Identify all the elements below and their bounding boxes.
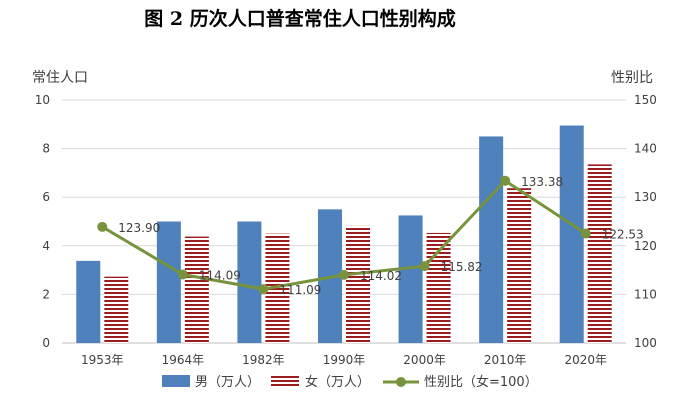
ratio-point <box>258 284 269 295</box>
legend: 男（万人） 女（万人） 性别比（女=100） <box>162 374 538 390</box>
bar-female <box>587 164 612 343</box>
ratio-line-group: 123.90 114.09 111.09 114.02 115.82 133.38 122.… <box>97 175 644 297</box>
left-axis-title: 常住人口 <box>32 70 88 86</box>
legend-swatch-female <box>271 375 299 387</box>
bar-female <box>507 188 532 343</box>
x-tick-label: 2000年 <box>403 353 446 367</box>
bar-male <box>156 221 181 343</box>
legend-label-ratio: 性别比（女=100） <box>424 374 538 390</box>
ratio-data-label: 122.53 <box>602 228 644 242</box>
legend-swatch-male <box>162 375 190 387</box>
ratio-point <box>339 269 349 280</box>
left-tick-label: 2 <box>42 287 50 301</box>
right-tick-label: 140 <box>634 142 657 156</box>
legend-label-male: 男（万人） <box>195 375 260 390</box>
left-tick-label: 4 <box>42 239 50 253</box>
right-tick-label: 130 <box>634 190 657 204</box>
ratio-point <box>500 175 511 186</box>
bar-female <box>104 276 129 343</box>
bar-female <box>346 225 370 343</box>
legend-label-female: 女（万人） <box>305 374 370 390</box>
ratio-data-label: 115.82 <box>441 260 483 274</box>
ratio-point <box>97 221 108 232</box>
ratio-point <box>580 228 591 239</box>
x-tick-label: 1990年 <box>323 353 366 367</box>
ratio-data-label: 114.09 <box>199 269 241 283</box>
bar-male <box>76 260 101 343</box>
left-tick-label: 6 <box>42 190 50 204</box>
right-axis-ticks: 100 110 120 130 140 150 <box>634 93 657 350</box>
bar-male <box>398 215 423 343</box>
legend-swatch-marker <box>396 377 406 387</box>
x-tick-label: 1982年 <box>242 353 285 367</box>
left-tick-label: 8 <box>42 142 50 156</box>
left-tick-label: 10 <box>35 93 50 107</box>
ratio-data-label: 114.02 <box>360 269 402 283</box>
left-tick-label: 0 <box>42 336 50 350</box>
x-tick-label: 1964年 <box>162 353 205 367</box>
x-tick-label: 2020年 <box>564 353 607 367</box>
bars-group <box>76 125 612 343</box>
bar-male <box>559 125 584 343</box>
ratio-data-label: 111.09 <box>279 283 321 297</box>
ratio-point <box>177 269 188 280</box>
right-tick-label: 100 <box>634 336 657 350</box>
x-tick-label: 2010年 <box>484 353 527 367</box>
bar-male <box>237 221 262 343</box>
x-axis-ticks: 1953年 1964年 1982年 1990年 2000年 2010年 2020年 <box>81 353 607 367</box>
ratio-data-label: 133.38 <box>521 175 563 189</box>
right-axis-title: 性别比 <box>611 70 653 86</box>
x-tick-label: 1953年 <box>81 353 124 367</box>
bar-male <box>479 136 504 343</box>
ratio-data-label: 123.90 <box>118 221 160 235</box>
right-tick-label: 150 <box>634 93 657 107</box>
bar-female <box>184 236 209 343</box>
ratio-point <box>419 261 430 272</box>
chart-title: 图 2 历次人口普查常住人口性别构成 <box>144 8 456 30</box>
right-tick-label: 120 <box>634 239 657 253</box>
left-axis-ticks: 0 2 4 6 8 10 <box>35 93 50 350</box>
right-tick-label: 110 <box>634 287 657 301</box>
